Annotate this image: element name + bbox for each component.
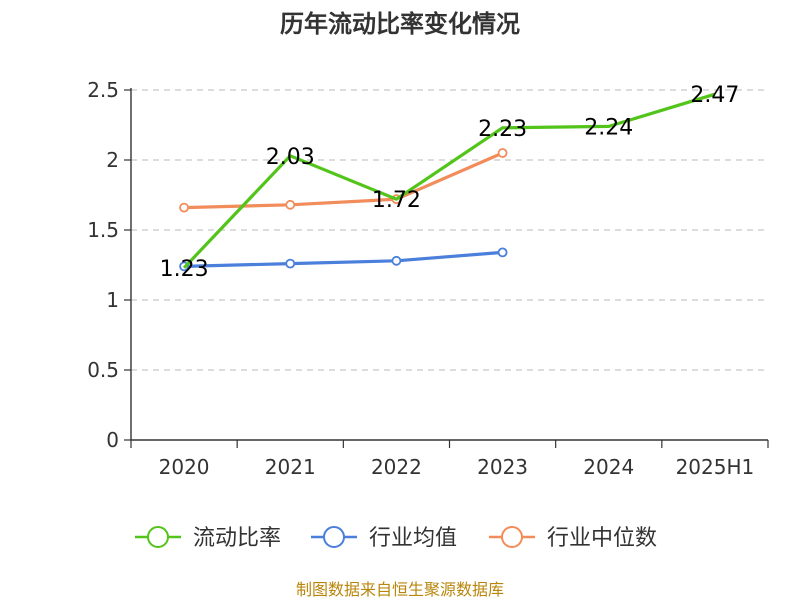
legend-label: 行业中位数 — [547, 526, 657, 551]
x-tick-label: 2021 — [265, 455, 316, 479]
data-label: 2.24 — [584, 115, 633, 140]
x-tick-label: 2020 — [159, 455, 210, 479]
x-tick-label: 2023 — [477, 455, 528, 479]
legend-item-1[interactable]: 行业均值 — [311, 526, 457, 551]
y-tick-label: 0 — [106, 428, 119, 452]
data-label: 2.23 — [478, 117, 527, 142]
legend-marker — [147, 526, 169, 548]
y-tick-label: 1.5 — [87, 218, 119, 242]
legend-marker — [501, 526, 523, 548]
data-point — [285, 258, 296, 269]
source-note: 制图数据来自恒生聚源数据库 — [296, 580, 504, 599]
data-point — [497, 148, 508, 158]
legend-label: 流动比率 — [193, 526, 281, 551]
legend-label: 行业均值 — [369, 526, 457, 551]
grid-lines — [131, 89, 768, 371]
data-point — [285, 199, 296, 210]
y-tick-label: 2.5 — [87, 78, 119, 102]
x-tick-label: 2022 — [371, 455, 422, 479]
data-point — [391, 255, 402, 266]
data-label: 2.03 — [266, 145, 315, 170]
data-label: 2.47 — [690, 83, 739, 108]
legend-item-2[interactable]: 行业中位数 — [489, 526, 657, 551]
series-line-1 — [184, 250, 503, 268]
series-lines — [179, 92, 716, 272]
axes: 0 0.5 1 1.5 2 2.5 2020 2021 2022 2023 2024 2025H1 — [87, 78, 769, 479]
y-tick-label: 1 — [106, 288, 119, 312]
data-point — [179, 202, 189, 213]
x-tick-label: 2024 — [583, 455, 634, 479]
data-label: 1.23 — [160, 257, 209, 282]
legend-marker — [323, 526, 345, 548]
data-label: 1.72 — [372, 188, 421, 213]
legend[interactable]: 流动比率 行业均值 行业中位数 — [135, 526, 657, 551]
series-line-0 — [182, 92, 716, 269]
y-tick-label: 2 — [106, 148, 119, 172]
data-point — [497, 247, 508, 258]
chart-title: 历年流动比率变化情况 — [280, 10, 520, 38]
legend-item-0[interactable]: 流动比率 — [135, 526, 281, 551]
y-tick-label: 0.5 — [87, 358, 119, 382]
x-tick-label: 2025H1 — [676, 455, 755, 479]
data-labels: 1.23 2.03 1.72 2.23 2.24 2.47 — [160, 83, 740, 282]
series-line-2 — [184, 151, 504, 210]
